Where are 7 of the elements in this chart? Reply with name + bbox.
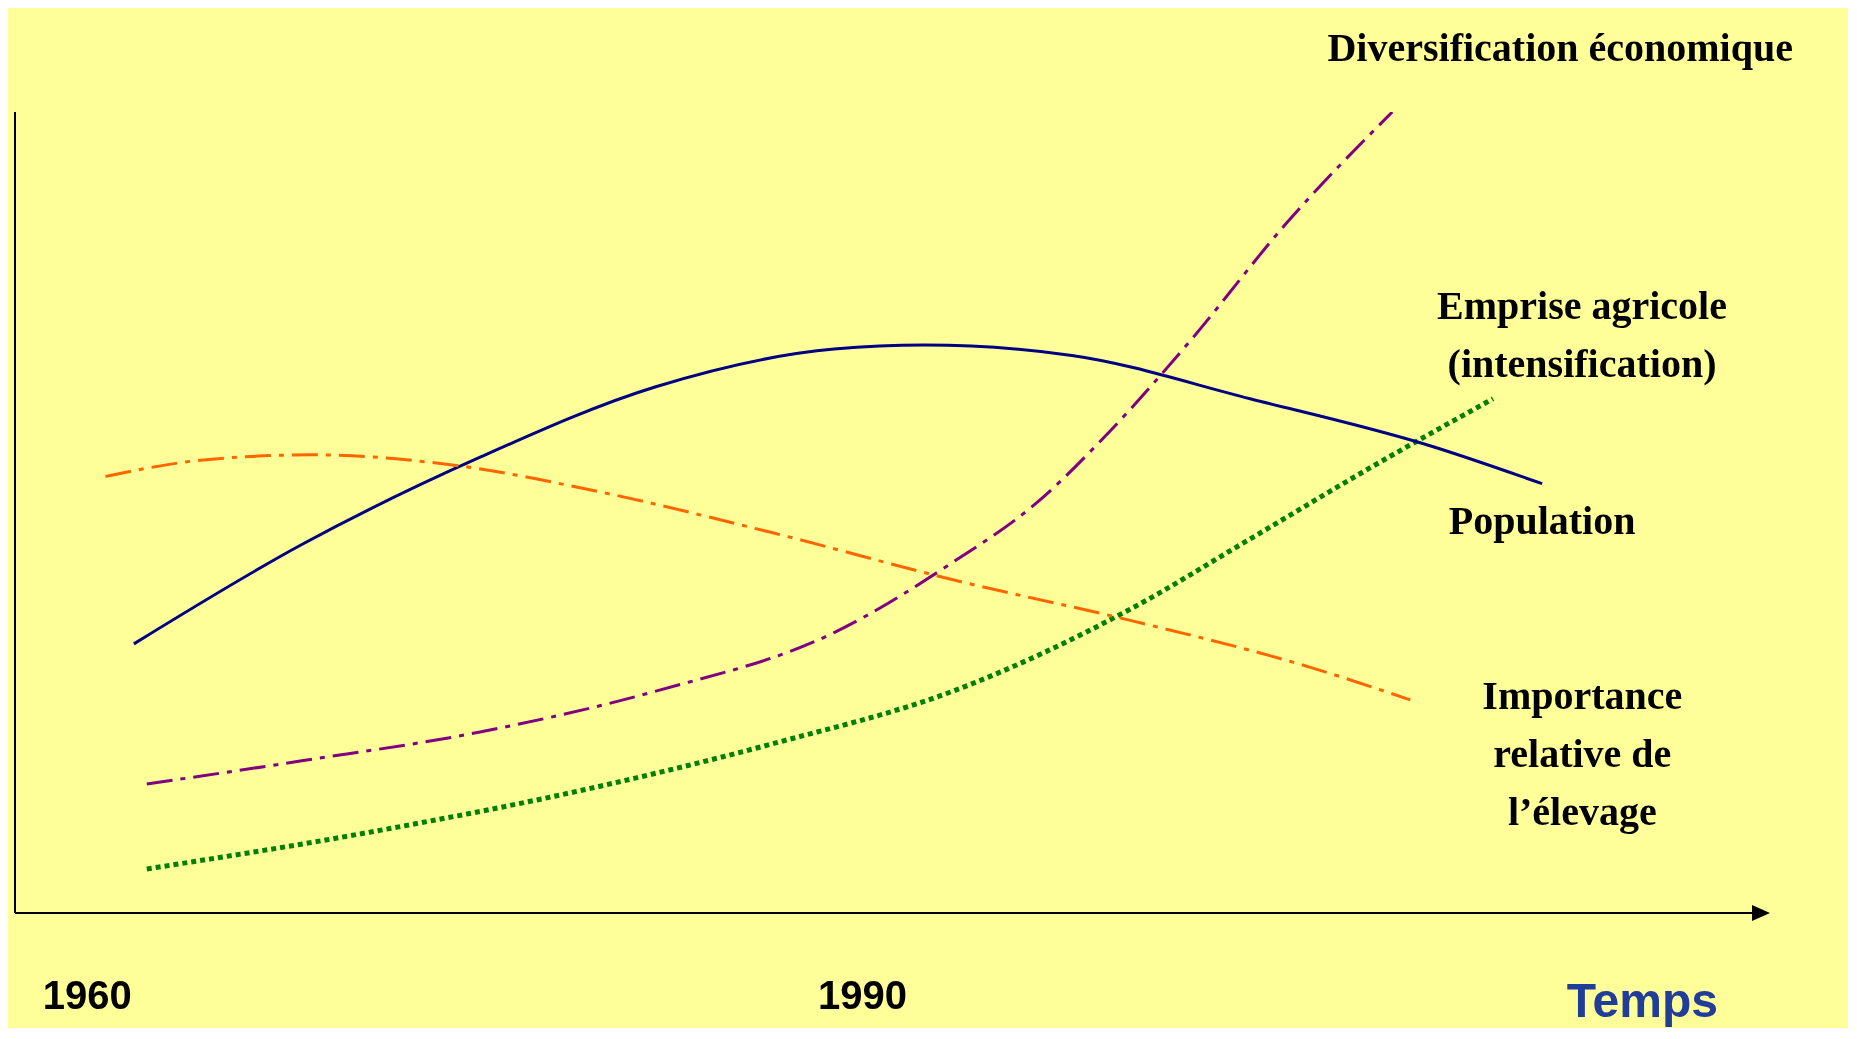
series-label: Population: [1448, 497, 1636, 543]
series-label: Importance relative de l’élevage: [1482, 673, 1683, 835]
x-tick-label: 1960: [42, 973, 132, 1018]
x-tick-label: 1990: [818, 973, 908, 1018]
series-label: Diversification économique: [1327, 25, 1793, 71]
x-axis-title: Temps: [1566, 973, 1718, 1028]
series-label: Emprise agricole (intensification): [1437, 282, 1727, 386]
